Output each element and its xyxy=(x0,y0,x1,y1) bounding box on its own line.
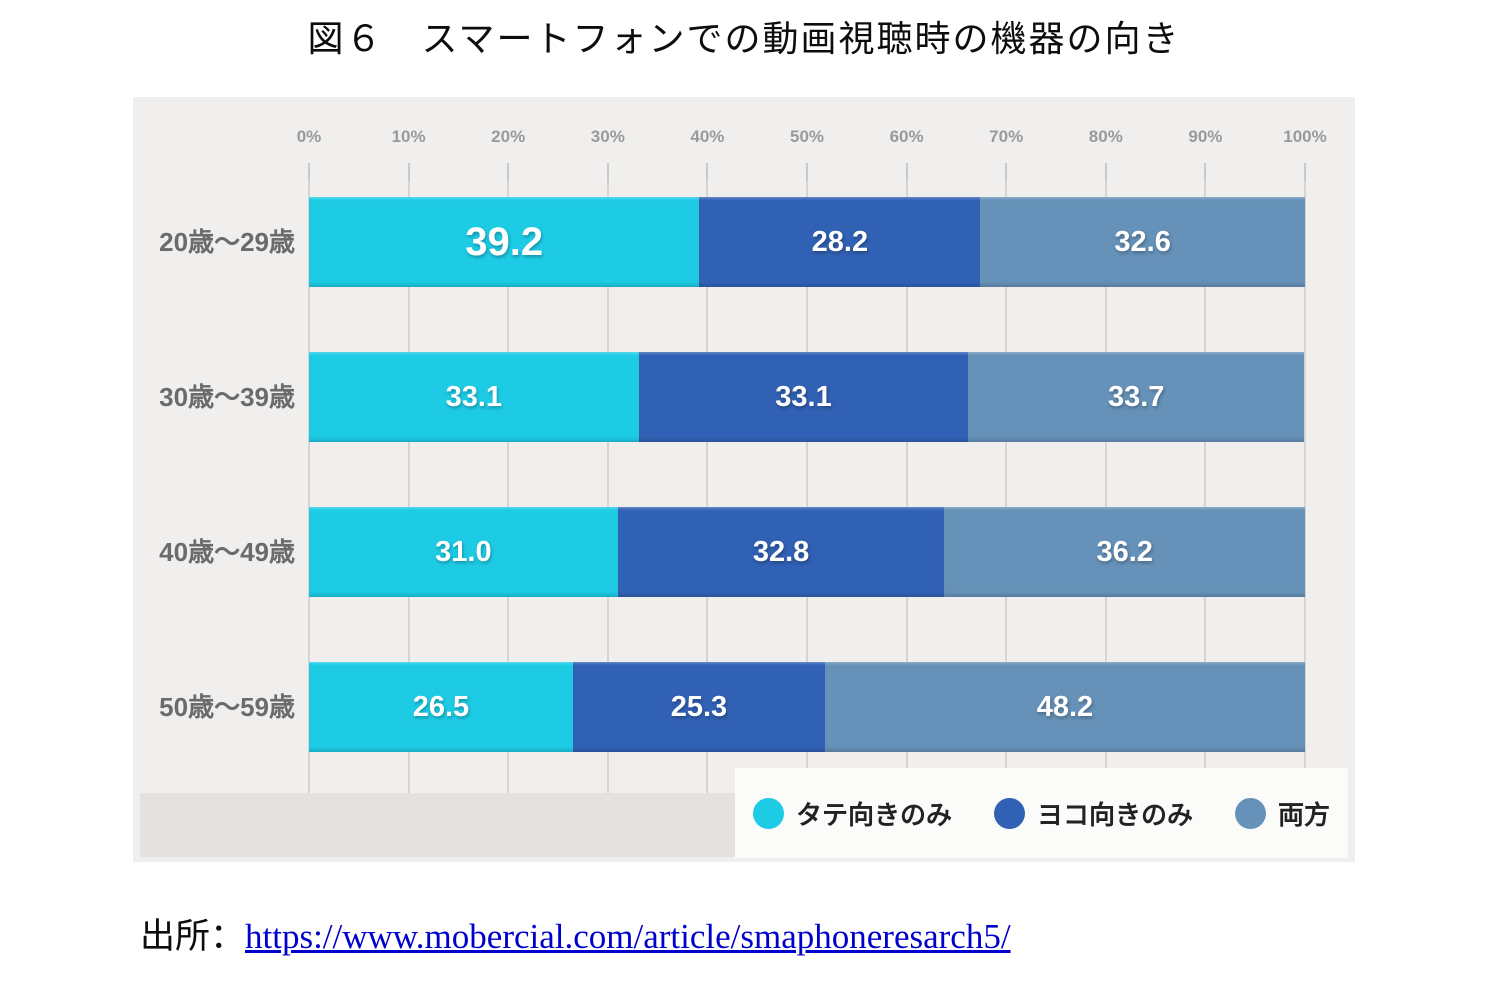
category-label: 50歳〜59歳 xyxy=(159,692,295,722)
x-axis-tick-label: 80% xyxy=(1088,127,1123,146)
legend-item: 両方 xyxy=(1235,795,1330,832)
bar-segment: 48.2 xyxy=(824,662,1305,752)
x-axis-tick-mark xyxy=(507,163,510,182)
bar-value-label: 48.2 xyxy=(1036,690,1094,723)
bar-segment: 32.8 xyxy=(617,507,945,597)
bar-row: 33.1 33.1 33.7 xyxy=(309,352,1305,442)
bar-value-label: 32.6 xyxy=(1114,225,1171,258)
bar-segment: 33.1 xyxy=(309,352,639,442)
bar-value-label: 26.5 xyxy=(412,690,470,723)
legend-series-label: タテ向きのみ xyxy=(795,799,952,830)
source-line: 出所：https://www.mobercial.com/article/sma… xyxy=(140,908,1011,959)
x-axis-tick-label: 90% xyxy=(1188,127,1223,146)
bar-value-label: 33.1 xyxy=(445,380,503,413)
gridline xyxy=(1104,182,1107,793)
legend-item: ヨコ向きのみ xyxy=(993,795,1193,832)
x-axis-tick-mark xyxy=(606,163,609,182)
bar-segment: 31.0 xyxy=(309,507,618,597)
legend-item: タテ向きのみ xyxy=(752,795,952,832)
gridline xyxy=(407,182,410,793)
chart-panel: 0% 10% 20% 30% 40% 50% 60% 70% 80% 90% 100% 20歳〜29歳… xyxy=(133,97,1355,862)
x-axis-tick-label: 60% xyxy=(889,127,924,146)
x-axis-tick-label: 40% xyxy=(690,127,725,146)
x-axis-tick-label: 0% xyxy=(296,127,322,146)
bar-row: 39.2 28.2 32.6 xyxy=(309,197,1305,287)
x-axis-tick-label: 50% xyxy=(789,127,825,146)
bar-value-label: 32.8 xyxy=(752,535,810,568)
gridline xyxy=(507,182,510,793)
chart-title: 図６ スマートフォンでの動画視聴時の機器の向き xyxy=(307,19,1181,59)
x-axis-tick-label: 70% xyxy=(989,127,1024,146)
bar-value-label: 33.1 xyxy=(775,380,832,413)
bar-segment: 25.3 xyxy=(572,662,825,752)
bar-segment: 33.7 xyxy=(968,352,1304,442)
x-axis-tick-mark xyxy=(1304,163,1306,182)
bar-segment: 36.2 xyxy=(944,507,1305,597)
legend-swatch-circle xyxy=(752,797,784,829)
bar-segment: 32.6 xyxy=(980,197,1305,287)
x-axis-tick-mark xyxy=(706,163,709,182)
bar-value-label: 36.2 xyxy=(1096,535,1153,568)
bar-value-label: 31.0 xyxy=(435,535,492,568)
bar-value-label: 25.3 xyxy=(670,690,728,723)
bar-value-label: 28.2 xyxy=(811,225,869,258)
source-link[interactable]: https://www.mobercial.com/article/smapho… xyxy=(245,917,1011,956)
legend: タテ向きのみ ヨコ向きのみ 両方 xyxy=(735,768,1348,858)
x-axis-tick-mark xyxy=(1005,163,1008,182)
gridline xyxy=(1204,182,1207,793)
x-axis-tick-label: 10% xyxy=(391,127,426,146)
bar-value-label: 33.7 xyxy=(1107,380,1165,413)
bar-segment: 28.2 xyxy=(699,197,981,287)
x-axis-tick-label: 100% xyxy=(1283,127,1327,146)
x-axis-tick-label: 30% xyxy=(590,127,625,146)
category-label: 40歳〜49歳 xyxy=(159,537,295,567)
gridline xyxy=(1005,182,1008,793)
source-prefix: 出所： xyxy=(140,917,246,956)
bar-value-label: 39.2 xyxy=(465,219,544,264)
gridline xyxy=(1304,182,1306,793)
gridline xyxy=(706,182,709,793)
bar-row: 31.0 32.8 36.2 xyxy=(309,507,1305,597)
legend-swatch-circle xyxy=(1235,797,1266,829)
bar-segment: 39.2 xyxy=(309,197,700,287)
x-axis-tick-mark xyxy=(905,163,908,182)
gridline xyxy=(905,182,908,793)
gridline xyxy=(308,182,310,793)
x-axis-tick-label: 20% xyxy=(491,127,526,146)
x-axis-tick-mark xyxy=(407,163,410,182)
bar-segment: 33.1 xyxy=(638,352,969,442)
gridline xyxy=(806,182,808,793)
x-axis-tick-mark xyxy=(1204,163,1207,182)
x-axis-tick-mark xyxy=(1104,163,1107,182)
bar-row: 26.5 25.3 48.2 xyxy=(309,662,1305,752)
x-axis-tick-mark xyxy=(806,163,808,182)
category-label: 20歳〜29歳 xyxy=(159,227,295,257)
legend-swatch-circle xyxy=(993,797,1025,829)
bar-segment: 26.5 xyxy=(309,662,573,752)
gridline xyxy=(606,182,609,793)
category-label: 30歳〜39歳 xyxy=(159,382,295,412)
x-axis-tick-mark xyxy=(308,163,310,182)
legend-series-label: ヨコ向きのみ xyxy=(1036,799,1193,830)
legend-series-label: 両方 xyxy=(1278,799,1331,830)
